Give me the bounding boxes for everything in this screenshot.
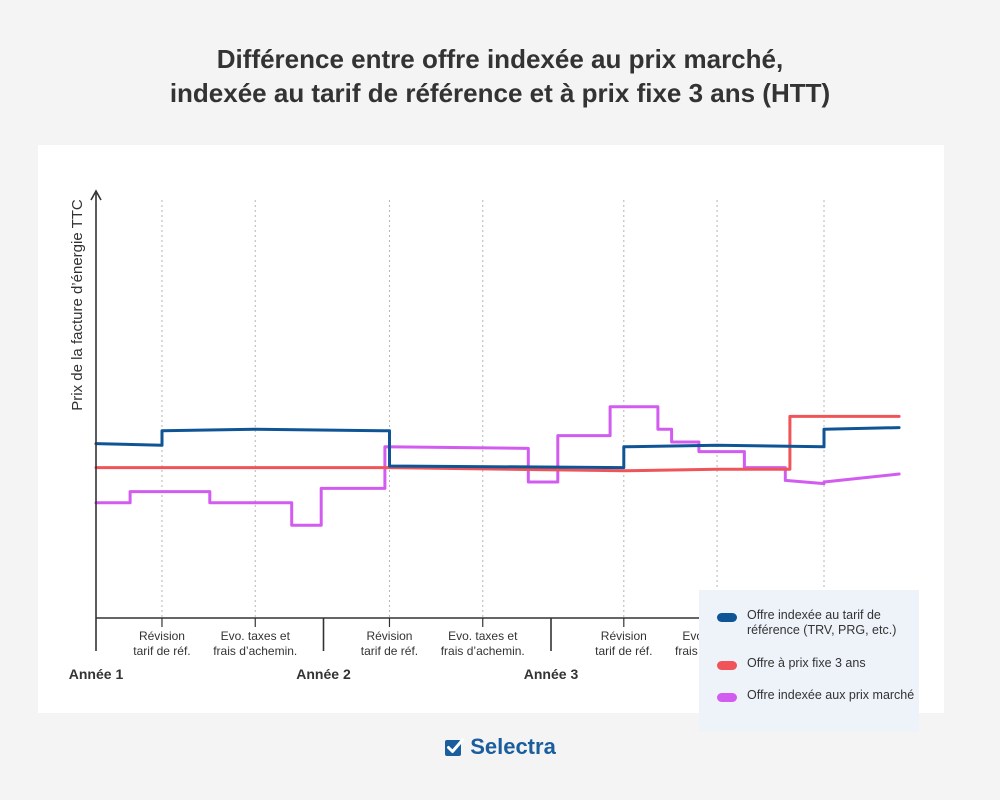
- legend: Offre indexée au tarif de référence (TRV…: [699, 590, 919, 732]
- event-label-0-line-1: Révision: [139, 629, 185, 643]
- event-label-3-line-1: Evo. taxes et: [448, 629, 518, 643]
- y-axis-arrow: [90, 189, 102, 201]
- legend-item-reference: Offre indexée au tarif de référence (TRV…: [717, 608, 917, 638]
- legend-swatch-reference: [717, 613, 737, 622]
- event-label-1-line-2: frais d’achemin.: [213, 644, 297, 658]
- legend-item-market: Offre indexée aux prix marché: [717, 688, 917, 703]
- brand-logo: Selectra: [0, 734, 1000, 760]
- event-label-4-line-1: Révision: [601, 629, 647, 643]
- year-label-2: Année 3: [524, 666, 579, 682]
- legend-label-fixed: Offre à prix fixe 3 ans: [747, 656, 866, 670]
- event-label-1-line-1: Evo. taxes et: [221, 629, 291, 643]
- checkbox-icon: [445, 738, 465, 756]
- series-line-2: [94, 405, 901, 527]
- series-lines: [94, 405, 901, 527]
- event-label-0-line-2: tarif de réf.: [133, 644, 190, 658]
- series-line-0: [94, 426, 901, 470]
- legend-label-reference: Offre indexée au tarif de référence (TRV…: [747, 608, 897, 637]
- event-label-2-line-1: Révision: [366, 629, 412, 643]
- event-label-2-line-2: tarif de réf.: [361, 644, 418, 658]
- year-label-1: Année 2: [296, 666, 351, 682]
- y-axis-label: Prix de la facture d’énergie TTC: [69, 199, 86, 411]
- legend-swatch-fixed: [717, 661, 737, 670]
- series-line-1: [94, 414, 901, 473]
- axes: Prix de la facture d’énergie TTC: [69, 189, 909, 624]
- legend-label-market: Offre indexée aux prix marché: [747, 688, 915, 702]
- chart-title-line-1: Différence entre offre indexée au prix m…: [216, 44, 784, 74]
- event-label-3-line-2: frais d’achemin.: [441, 644, 525, 658]
- legend-item-fixed: Offre à prix fixe 3 ans: [717, 656, 917, 671]
- grid-lines: [95, 200, 825, 651]
- brand-name: Selectra: [470, 734, 556, 759]
- chart-title-line-2: indexée au tarif de référence et à prix …: [169, 78, 831, 108]
- year-label-0: Année 1: [69, 666, 124, 682]
- chart-title: Différence entre offre indexée au prix m…: [0, 42, 1000, 110]
- event-label-4-line-2: tarif de réf.: [595, 644, 652, 658]
- legend-swatch-market: [717, 693, 737, 702]
- chart-panel: Prix de la facture d’énergie TTC Révisio…: [38, 145, 944, 732]
